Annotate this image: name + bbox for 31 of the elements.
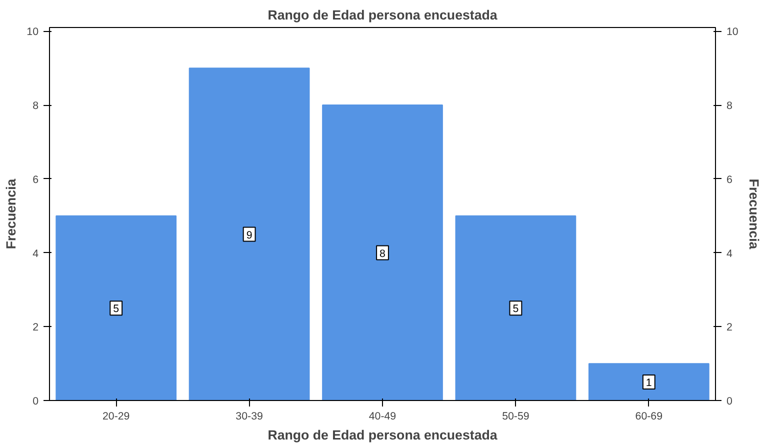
y-tick-label: 4 [32,248,39,260]
bar [188,68,310,400]
bar [322,104,443,400]
y2-axis-title: Frecuencia [746,178,762,250]
x-tick-label: 20-29 [102,410,130,422]
y-axis-title: Frecuencia [4,178,19,250]
chart-title: Rango de Edad persona encuestada [268,8,498,22]
x-tick-label: 40-49 [368,410,396,422]
y2-tick-label: 8 [726,100,732,112]
data-label: 9 [246,229,252,242]
y2-tick-label: 10 [726,26,738,38]
x-axis-title: Rango de Edad persona encuestada [268,428,498,442]
y-tick-label: 10 [26,26,39,38]
y2-tick-label: 2 [726,322,732,334]
y-tick-label: 6 [32,174,39,186]
y2-tick-label: 0 [726,396,732,408]
x-tick-label: 60-69 [635,410,663,422]
bar [455,215,576,400]
y-tick-label: 0 [32,396,39,408]
x-tick-label: 50-59 [502,410,530,422]
bar [56,215,177,400]
y2-tick-label: 6 [726,174,732,186]
y2-tick-label: 4 [726,248,732,260]
bar [588,363,710,400]
data-label: 1 [646,377,652,390]
data-label: 5 [113,303,120,316]
data-label: 8 [380,248,386,260]
y-tick-label: 8 [32,100,39,112]
x-tick-label: 30-39 [236,410,263,422]
data-label: 5 [512,303,519,316]
y-tick-label: 2 [32,322,39,334]
